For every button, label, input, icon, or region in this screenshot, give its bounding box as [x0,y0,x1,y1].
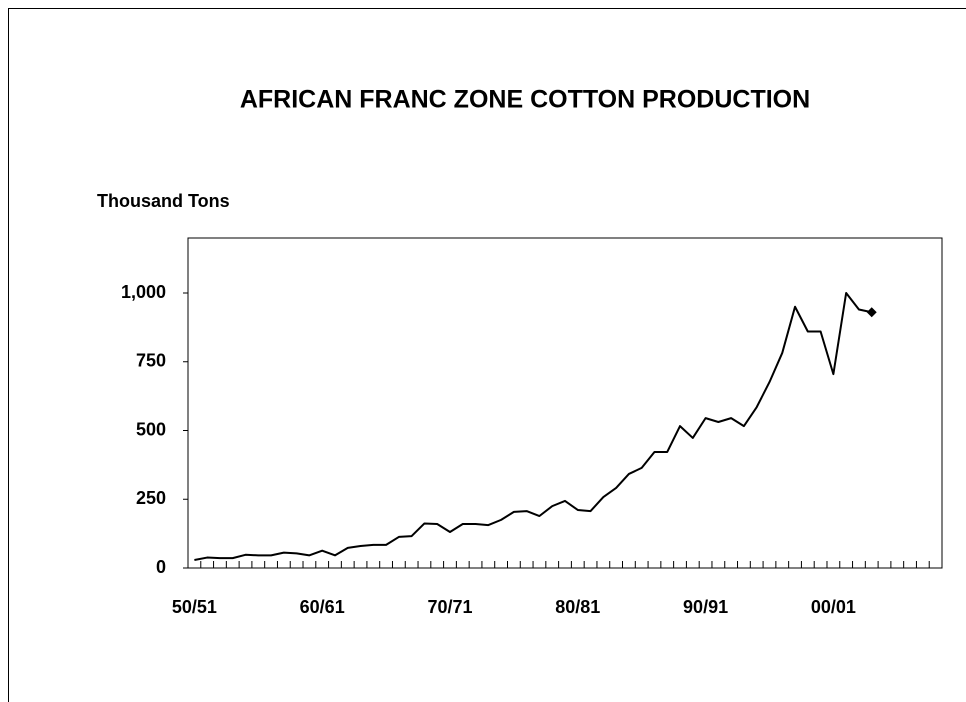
x-tick-label: 00/01 [811,597,856,617]
y-tick-label: 500 [136,419,166,439]
y-axis-label: Thousand Tons [97,191,230,211]
last-point-marker [866,307,877,318]
data-line [194,292,872,562]
y-tick-label: 250 [136,488,166,508]
x-tick-label: 90/91 [683,597,728,617]
y-tick-label: 750 [136,351,166,371]
x-tick-label: 50/51 [172,597,217,617]
plot-area [187,237,943,569]
chart-title: AFRICAN FRANC ZONE COTTON PRODUCTION [240,86,810,114]
y-tick-label: 1,000 [121,282,166,302]
y-tick-label: 0 [156,557,166,577]
x-tick-label: 80/81 [555,597,600,617]
x-tick-label: 60/61 [300,597,345,617]
x-tick-label: 70/71 [427,597,472,617]
